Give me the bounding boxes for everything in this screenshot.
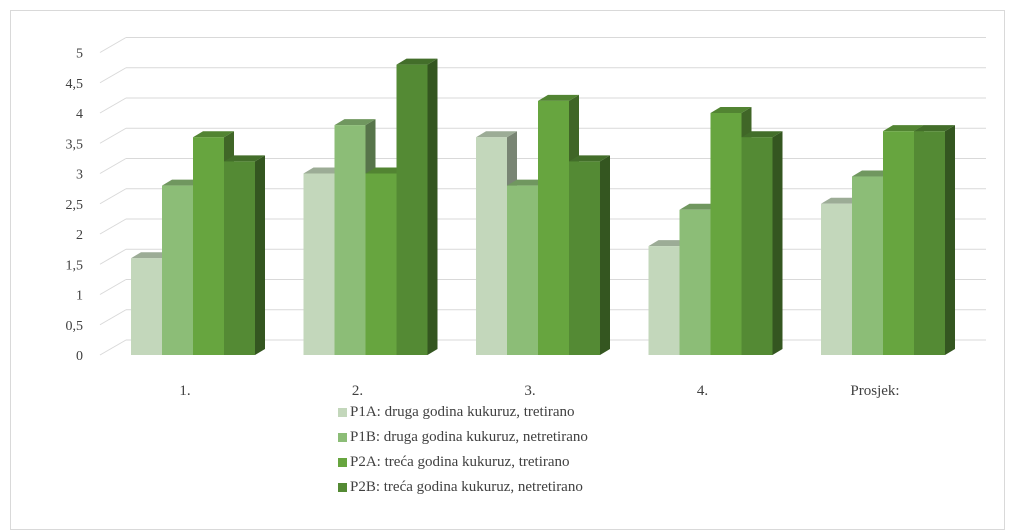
bar-top bbox=[365, 167, 407, 174]
y-tick-label: 3 bbox=[76, 168, 83, 183]
bar-front bbox=[476, 137, 507, 355]
bar-front bbox=[648, 246, 680, 355]
bar-1-5 bbox=[821, 197, 862, 355]
bar-front bbox=[365, 173, 397, 355]
legend: P1A: druga godina kukuruz, tretirano P1B… bbox=[338, 400, 588, 500]
bar-top bbox=[852, 170, 893, 177]
gridline-depth bbox=[99, 339, 127, 356]
bar-front bbox=[224, 161, 255, 355]
legend-label-p2a: P2A: treća godina kukuruz, tretirano bbox=[350, 454, 570, 470]
x-tick-label: 1. bbox=[179, 383, 190, 399]
legend-label-p1b: P1B: druga godina kukuruz, netretirano bbox=[350, 429, 588, 445]
y-tick-label: 1,5 bbox=[66, 258, 84, 273]
legend-swatch-p2a bbox=[338, 458, 347, 467]
bar-4-5 bbox=[914, 125, 955, 356]
bar-front bbox=[538, 100, 569, 356]
bar-side bbox=[945, 125, 955, 356]
gridline-depth bbox=[99, 158, 127, 174]
bar-side bbox=[427, 58, 438, 355]
bars bbox=[131, 58, 955, 356]
y-tick-label: 0 bbox=[76, 349, 83, 364]
bar-side bbox=[772, 131, 783, 355]
bar-front bbox=[334, 125, 366, 355]
y-tick-label: 2,5 bbox=[66, 198, 84, 213]
bar-front bbox=[193, 137, 224, 355]
gridline-depth bbox=[99, 97, 127, 114]
y-tick-label: 0,5 bbox=[66, 319, 84, 334]
x-tick-label: Prosjek: bbox=[850, 383, 899, 399]
bar-4-3 bbox=[569, 155, 610, 355]
legend-label-p1a: P1A: druga godina kukuruz, tretirano bbox=[350, 404, 575, 420]
bar-front bbox=[679, 209, 711, 355]
y-tick-label: 4,5 bbox=[66, 77, 84, 92]
x-tick-label: 4. bbox=[697, 383, 708, 399]
bar-front bbox=[883, 131, 914, 355]
legend-item-p2a: P2A: treća godina kukuruz, tretirano bbox=[338, 450, 588, 475]
y-tick-label: 1 bbox=[76, 289, 83, 304]
gridline-depth bbox=[99, 67, 127, 84]
bar-top bbox=[476, 131, 517, 138]
bar-top bbox=[131, 252, 172, 259]
bar-front bbox=[914, 131, 945, 355]
bar-top bbox=[883, 125, 924, 132]
gridline-depth bbox=[99, 218, 127, 235]
bar-front bbox=[303, 173, 335, 355]
legend-item-p1b: P1B: druga godina kukuruz, netretirano bbox=[338, 425, 588, 450]
bar-top bbox=[679, 203, 721, 210]
bar-top bbox=[162, 179, 203, 186]
bar-4-1 bbox=[224, 155, 265, 355]
gridline-depth bbox=[99, 309, 127, 326]
bar-top bbox=[648, 240, 690, 247]
bar-top bbox=[303, 167, 345, 174]
bar-top bbox=[224, 155, 265, 162]
gridline-depth bbox=[99, 279, 127, 295]
bar-top bbox=[538, 94, 579, 101]
bar-front bbox=[710, 113, 742, 355]
bar-top bbox=[741, 131, 783, 138]
bar-4-4 bbox=[741, 131, 783, 355]
bar-front bbox=[507, 185, 538, 355]
y-axis-ticks: 0 0,5 1 1,5 2 2,5 3 3,5 4 4,5 5 bbox=[66, 47, 84, 365]
gridline-depth bbox=[99, 127, 127, 144]
y-tick-label: 2 bbox=[76, 228, 83, 243]
legend-item-p1a: P1A: druga godina kukuruz, tretirano bbox=[338, 400, 588, 425]
bar-top bbox=[914, 125, 955, 132]
legend-swatch-p1a bbox=[338, 408, 347, 417]
legend-item-p2b: P2B: treća godina kukuruz, netretirano bbox=[338, 475, 588, 500]
bar-front bbox=[396, 64, 428, 355]
bar-top bbox=[710, 107, 752, 113]
bar-top bbox=[821, 197, 862, 204]
y-tick-label: 3,5 bbox=[66, 137, 84, 152]
bar-top bbox=[396, 58, 438, 65]
legend-swatch-p2b bbox=[338, 483, 347, 492]
bar-front bbox=[569, 161, 600, 355]
bar-side bbox=[255, 155, 265, 355]
bar-top bbox=[193, 131, 234, 138]
bar-front bbox=[852, 176, 883, 355]
x-axis-ticks: 1. 2. 3. 4. Prosjek: bbox=[179, 383, 899, 399]
legend-label-p2b: P2B: treća godina kukuruz, netretirano bbox=[350, 479, 583, 495]
bar-top bbox=[569, 155, 610, 162]
bar-front bbox=[741, 137, 773, 355]
legend-swatch-p1b bbox=[338, 433, 347, 442]
bar-front bbox=[821, 203, 852, 355]
y-tick-label: 4 bbox=[76, 107, 83, 122]
gridline-depth bbox=[99, 248, 127, 265]
bar-front bbox=[162, 185, 193, 355]
bar-front bbox=[131, 258, 162, 355]
x-tick-label: 3. bbox=[524, 383, 535, 399]
bar-top bbox=[334, 119, 376, 126]
x-tick-label: 2. bbox=[352, 383, 363, 399]
bar-side bbox=[600, 155, 610, 355]
gridline-depth bbox=[99, 37, 127, 53]
bar-top bbox=[507, 179, 548, 186]
bar-4-2 bbox=[396, 58, 438, 355]
gridline-depth bbox=[99, 188, 127, 205]
y-tick-label: 5 bbox=[76, 47, 83, 62]
